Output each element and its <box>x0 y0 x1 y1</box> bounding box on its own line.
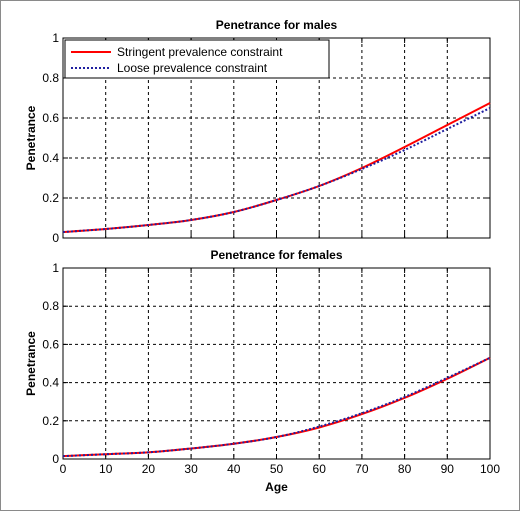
y-tick-label: 0.4 <box>42 151 59 165</box>
y-tick-label: 0.4 <box>42 376 59 390</box>
legend: Stringent prevalence constraint Loose pre… <box>64 39 330 79</box>
series-line-2 <box>62 356 491 458</box>
x-tick-label: 60 <box>313 462 327 476</box>
x-tick-label: 100 <box>480 462 500 476</box>
series-line-2 <box>62 107 491 233</box>
panel-1: Penetrance for males 0 0.2 0.4 0.6 0.8 1 Penetr… <box>24 18 491 245</box>
y-axis-label: Penetrance <box>24 105 38 170</box>
y-tick-label: 0.2 <box>42 191 59 205</box>
y-tick-label: 1 <box>52 31 59 45</box>
legend-label: Stringent prevalence constraint <box>117 45 283 59</box>
x-tick-label: 70 <box>355 462 369 476</box>
y-tick-label: 0.2 <box>42 414 59 428</box>
y-tick-label: 0 <box>52 231 59 245</box>
x-axis-label: Age <box>265 480 288 494</box>
x-tick-label: 0 <box>60 462 67 476</box>
y-tick-label: 0.6 <box>42 111 59 125</box>
legend-box <box>64 39 330 79</box>
y-tick-label: 0 <box>52 452 59 466</box>
x-tick-label: 10 <box>99 462 113 476</box>
panel-title: Penetrance for females <box>210 248 342 262</box>
y-tick-label: 0.6 <box>42 337 59 351</box>
x-tick-label: 30 <box>184 462 198 476</box>
y-tick-label: 0.8 <box>42 299 59 313</box>
y-tick-label: 0.8 <box>42 71 59 85</box>
legend-label: Loose prevalence constraint <box>117 61 268 75</box>
x-tick-label: 40 <box>227 462 241 476</box>
panel-title: Penetrance for males <box>216 18 338 32</box>
x-tick-label: 80 <box>398 462 412 476</box>
x-tick-label: 50 <box>270 462 284 476</box>
x-tick-label: 20 <box>142 462 156 476</box>
y-axis-label: Penetrance <box>24 331 38 396</box>
y-tick-label: 1 <box>52 261 59 275</box>
x-tick-label: 90 <box>441 462 455 476</box>
